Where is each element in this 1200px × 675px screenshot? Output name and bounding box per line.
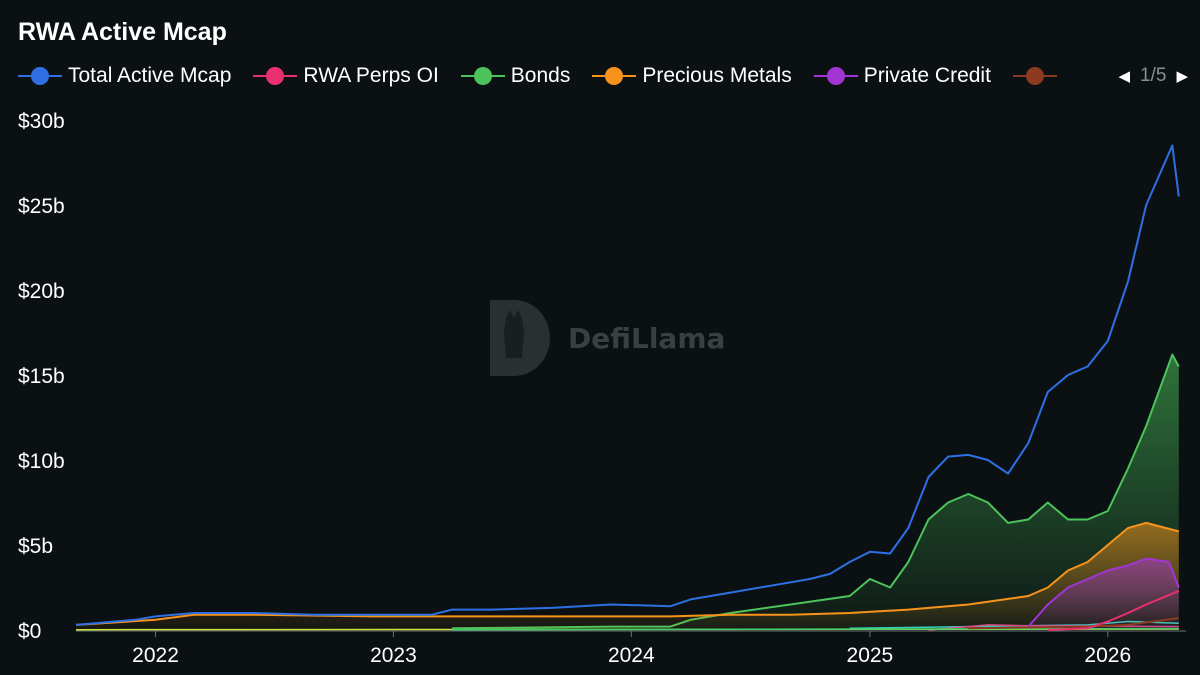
watermark: DefiLlama xyxy=(490,300,725,376)
legend-swatch-icon xyxy=(592,66,637,86)
legend-label: RWA Perps OI xyxy=(303,64,439,87)
x-tick-label: 2022 xyxy=(132,644,179,667)
legend-pager: ◀ 1/5 ▶ xyxy=(1118,61,1188,91)
chart-title: RWA Active Mcap xyxy=(18,18,227,46)
x-tick-label: 2025 xyxy=(847,644,894,667)
legend-page-indicator: 1/5 xyxy=(1140,65,1167,86)
series-line xyxy=(1047,589,1180,631)
series-area xyxy=(452,354,1179,630)
watermark-llama-icon xyxy=(504,310,524,358)
watermark-text: DefiLlama xyxy=(568,322,725,355)
series-line xyxy=(1027,557,1180,628)
y-tick-label: $10b xyxy=(18,450,65,473)
legend-item[interactable] xyxy=(1012,66,1063,86)
x-tick-label: 2024 xyxy=(608,644,655,667)
legend-item[interactable]: RWA Perps OI xyxy=(253,64,439,88)
legend-label: Private Credit xyxy=(863,64,991,87)
legend-item[interactable]: Precious Metals xyxy=(592,64,792,88)
legend-label: Precious Metals xyxy=(642,64,792,87)
y-tick-label: $5b xyxy=(18,535,53,558)
legend-swatch-icon xyxy=(460,66,505,86)
chart-legend: Total Active Mcap RWA Perps OI Bonds Precio… xyxy=(18,61,1188,91)
y-tick-label: $20b xyxy=(18,280,65,303)
legend-swatch-icon xyxy=(18,66,62,86)
legend-swatch-icon xyxy=(813,66,858,86)
legend-prev-icon[interactable]: ◀ xyxy=(1118,68,1131,85)
series-line xyxy=(968,617,1179,630)
series-line xyxy=(75,144,1180,626)
x-tick-label: 2023 xyxy=(370,644,417,667)
legend-swatch-icon xyxy=(253,66,298,86)
legend-swatch-icon xyxy=(1012,66,1057,86)
legend-item[interactable]: Total Active Mcap xyxy=(18,64,231,88)
x-axis: 2022 2023 2024 2025 2026 xyxy=(76,630,1186,667)
x-tick-label: 2026 xyxy=(1084,644,1131,667)
series-line xyxy=(75,521,1180,626)
y-tick-label: $25b xyxy=(18,195,65,218)
y-axis: $0 $5b $10b $15b $20b $25b $30b xyxy=(18,110,65,643)
y-tick-label: $30b xyxy=(18,110,65,133)
legend-item[interactable]: Bonds xyxy=(460,64,571,88)
y-tick-label: $0 xyxy=(18,620,41,643)
legend-label: Total Active Mcap xyxy=(68,64,232,87)
series-group xyxy=(75,144,1180,631)
y-tick-label: $15b xyxy=(18,365,65,388)
series-area xyxy=(1028,558,1179,630)
legend-items: Total Active Mcap RWA Perps OI Bonds Precio… xyxy=(18,64,1063,88)
legend-next-icon[interactable]: ▶ xyxy=(1176,68,1188,85)
legend-label: Bonds xyxy=(510,64,571,87)
legend-item[interactable]: Private Credit xyxy=(813,64,991,88)
